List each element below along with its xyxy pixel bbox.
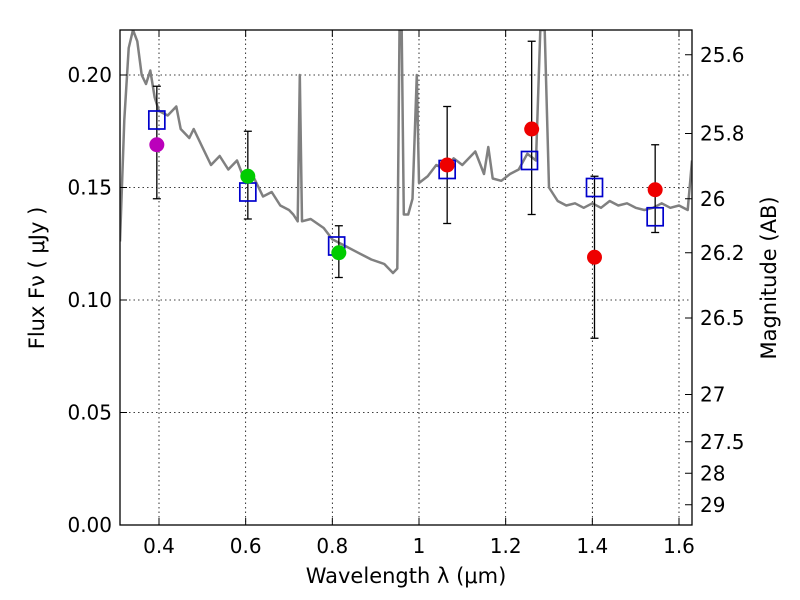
observed-photometry-point: [587, 249, 602, 265]
right-tick-label: 27: [700, 383, 725, 407]
right-tick-label: 26.2: [700, 241, 745, 265]
y-tick-label: 0.10: [67, 288, 112, 312]
right-tick-label: 25.6: [700, 43, 745, 67]
model-photometry-square: [520, 150, 539, 171]
right-tick-label: 28: [700, 461, 725, 485]
model-photometry-square: [585, 177, 604, 198]
plot-area: [120, 30, 692, 339]
axes: 0.4 0.6 0.8 1 1.2 1.4 1.6 0.00 0.05 0.10 0.15 0.20 2…: [67, 30, 745, 558]
right-tick-label: 26.5: [700, 306, 745, 330]
x-axis-label: Wavelength λ (μm): [306, 564, 507, 588]
x-tick-label: 0.6: [230, 534, 262, 558]
plot-frame: [119, 29, 693, 526]
observed-photometry-point: [647, 182, 663, 198]
x-tick-label: 0.4: [143, 534, 175, 558]
x-tick-label: 1.4: [576, 534, 608, 558]
model-photometry-square: [147, 110, 166, 130]
spectrum-line: [120, 30, 692, 275]
y-axis-label: Flux Fν ( μJy ): [25, 207, 49, 350]
right-tick-label: 27.5: [700, 430, 745, 454]
y-tick-label: 0.20: [67, 63, 112, 87]
observed-photometry-point: [524, 121, 540, 137]
x-tick-label: 1.2: [490, 534, 522, 558]
observed-photometry-point: [149, 137, 165, 153]
observed-photometry-point: [240, 168, 256, 184]
right-tick-label: 26: [700, 187, 725, 211]
x-tick-label: 1: [413, 534, 426, 558]
x-tick-label: 1.6: [663, 534, 695, 558]
right-tick-label: 29: [700, 493, 725, 517]
grid: [120, 30, 692, 525]
observed-photometry-point: [331, 245, 347, 261]
right-axis-label: Magnitude (AB): [757, 196, 781, 359]
model-photometry-square: [646, 206, 665, 227]
y-tick-label: 0.00: [67, 513, 112, 537]
y-tick-label: 0.15: [67, 176, 112, 200]
x-tick-label: 0.8: [316, 534, 348, 558]
y-tick-label: 0.05: [67, 401, 112, 425]
observed-photometry-point: [439, 157, 455, 173]
right-tick-label: 25.8: [700, 122, 745, 146]
